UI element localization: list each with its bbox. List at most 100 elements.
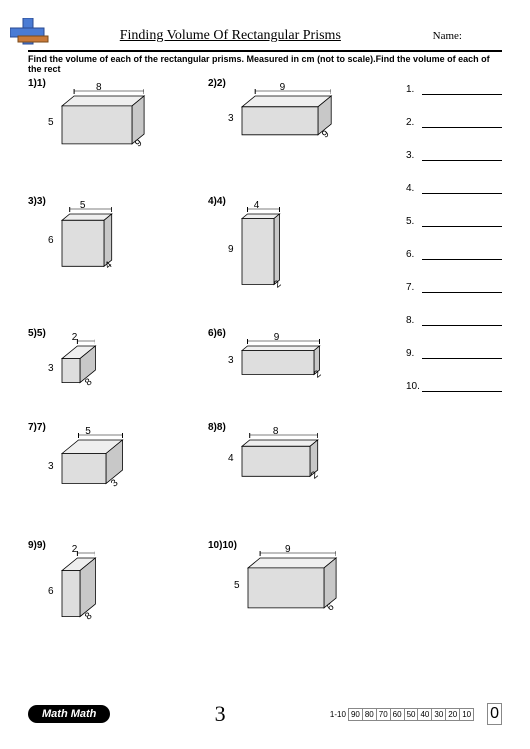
math-badge: Math Math — [28, 705, 110, 723]
problem-cell-3: 3)3) 564 — [28, 196, 208, 314]
answer-blank[interactable] — [422, 250, 502, 260]
answer-blank[interactable] — [422, 217, 502, 227]
problem-label: 3)3) — [28, 196, 46, 207]
answer-line-10: 10. — [406, 381, 502, 392]
answers-column: 1. 2. 3. 4. 5. 6. 7. 8. 9. 10. — [388, 78, 502, 658]
logo-cross-icon — [10, 18, 50, 46]
answer-number: 4. — [406, 183, 422, 194]
dim-width-tick — [62, 437, 123, 438]
answer-number: 5. — [406, 216, 422, 227]
footer: Math Math 3 1-10 908070605040302010 0 — [28, 701, 502, 727]
page-title: Finding Volume Of Rectangular Prisms — [28, 28, 433, 44]
problem-cell-6: 6)6) 932 — [208, 328, 388, 408]
problem-cell-2: 2)2) 939 — [208, 78, 388, 182]
score-cell-extra: 0 — [487, 703, 502, 725]
problem-label: 1)1) — [28, 78, 46, 89]
answer-blank[interactable] — [422, 382, 502, 392]
dim-height: 3 — [228, 113, 234, 124]
problem-label: 10)10) — [208, 540, 237, 551]
dim-height: 3 — [228, 355, 234, 366]
problem-cell-10: 10)10) 956 — [208, 540, 388, 644]
answer-blank[interactable] — [422, 283, 502, 293]
dim-height: 6 — [48, 586, 54, 597]
answer-number: 2. — [406, 117, 422, 128]
dim-width-tick — [242, 343, 320, 344]
answer-number: 10. — [406, 381, 422, 392]
dim-width-tick — [242, 437, 318, 438]
answer-number: 3. — [406, 150, 422, 161]
answer-number: 9. — [406, 348, 422, 359]
answer-line-1: 1. — [406, 84, 502, 95]
answer-line-7: 7. — [406, 282, 502, 293]
answer-line-8: 8. — [406, 315, 502, 326]
dim-height: 4 — [228, 453, 234, 464]
score-cell: 60 — [390, 708, 405, 721]
score-cell: 80 — [362, 708, 377, 721]
answer-line-9: 9. — [406, 348, 502, 359]
score-cell: 30 — [431, 708, 446, 721]
problem-row: 5)5) 2386)6) 932 — [28, 328, 388, 408]
score-cell: 20 — [445, 708, 460, 721]
prism-figure — [238, 210, 284, 289]
dim-width-tick — [242, 211, 280, 212]
problem-label: 8)8) — [208, 422, 226, 433]
dim-height: 9 — [228, 244, 234, 255]
answer-number: 7. — [406, 282, 422, 293]
dim-height: 3 — [48, 363, 54, 374]
dim-height: 3 — [48, 461, 54, 472]
answer-number: 6. — [406, 249, 422, 260]
problem-cell-9: 9)9) 268 — [28, 540, 208, 644]
answer-line-2: 2. — [406, 117, 502, 128]
name-label: Name: — [433, 30, 502, 42]
header-row: Finding Volume Of Rectangular Prisms Nam… — [28, 28, 502, 44]
problem-row: 3)3) 5644)4) 492 — [28, 196, 388, 314]
answer-blank[interactable] — [422, 184, 502, 194]
problem-row: 1)1) 8592)2) 939 — [28, 78, 388, 182]
problem-label: 9)9) — [28, 540, 46, 551]
problem-label: 7)7) — [28, 422, 46, 433]
dim-width-tick — [248, 555, 336, 556]
prism-figure — [238, 342, 324, 379]
answer-blank[interactable] — [422, 349, 502, 359]
worksheet-page: Finding Volume Of Rectangular Prisms Nam… — [0, 0, 530, 749]
problem-cell-8: 8)8) 842 — [208, 422, 388, 526]
answer-blank[interactable] — [422, 151, 502, 161]
answer-blank[interactable] — [422, 118, 502, 128]
problem-cell-5: 5)5) 238 — [28, 328, 208, 408]
dim-width-tick — [62, 343, 95, 344]
problem-label: 6)6) — [208, 328, 226, 339]
problem-label: 2)2) — [208, 78, 226, 89]
problem-cell-4: 4)4) 492 — [208, 196, 388, 314]
dim-height: 6 — [48, 235, 54, 246]
problem-row: 9)9) 26810)10) 956 — [28, 540, 388, 644]
header-divider — [28, 50, 502, 52]
score-cell: 50 — [404, 708, 419, 721]
answer-number: 1. — [406, 84, 422, 95]
dim-width-tick — [62, 93, 144, 94]
dim-width-tick — [62, 211, 112, 212]
instructions-text: Find the volume of each of the rectangul… — [28, 54, 502, 74]
problem-cell-7: 7)7) 533 — [28, 422, 208, 526]
score-range-label: 1-10 — [330, 710, 349, 719]
problem-label: 5)5) — [28, 328, 46, 339]
answer-line-4: 4. — [406, 183, 502, 194]
answer-blank[interactable] — [422, 316, 502, 326]
dim-height: 5 — [234, 580, 240, 591]
answer-number: 8. — [406, 315, 422, 326]
problems-column: 1)1) 8592)2) 9393)3) 5644)4) 4925)5) 238… — [28, 78, 388, 658]
score-cell: 90 — [348, 708, 363, 721]
score-cell: 40 — [417, 708, 432, 721]
prism-figure — [58, 554, 99, 621]
problem-cell-1: 1)1) 859 — [28, 78, 208, 182]
dim-width-tick — [242, 93, 331, 94]
answer-line-5: 5. — [406, 216, 502, 227]
page-number: 3 — [110, 701, 330, 727]
problem-row: 7)7) 5338)8) 842 — [28, 422, 388, 526]
problem-label: 4)4) — [208, 196, 226, 207]
dim-height: 5 — [48, 117, 54, 128]
prism-figure — [58, 342, 99, 387]
score-grid: 908070605040302010 — [349, 708, 474, 721]
dim-width-tick — [62, 555, 95, 556]
answer-blank[interactable] — [422, 85, 502, 95]
answer-line-3: 3. — [406, 150, 502, 161]
